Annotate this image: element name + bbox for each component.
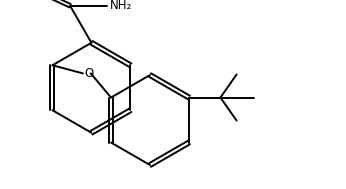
Text: NH₂: NH₂ [109,0,132,12]
Text: O: O [84,67,94,80]
